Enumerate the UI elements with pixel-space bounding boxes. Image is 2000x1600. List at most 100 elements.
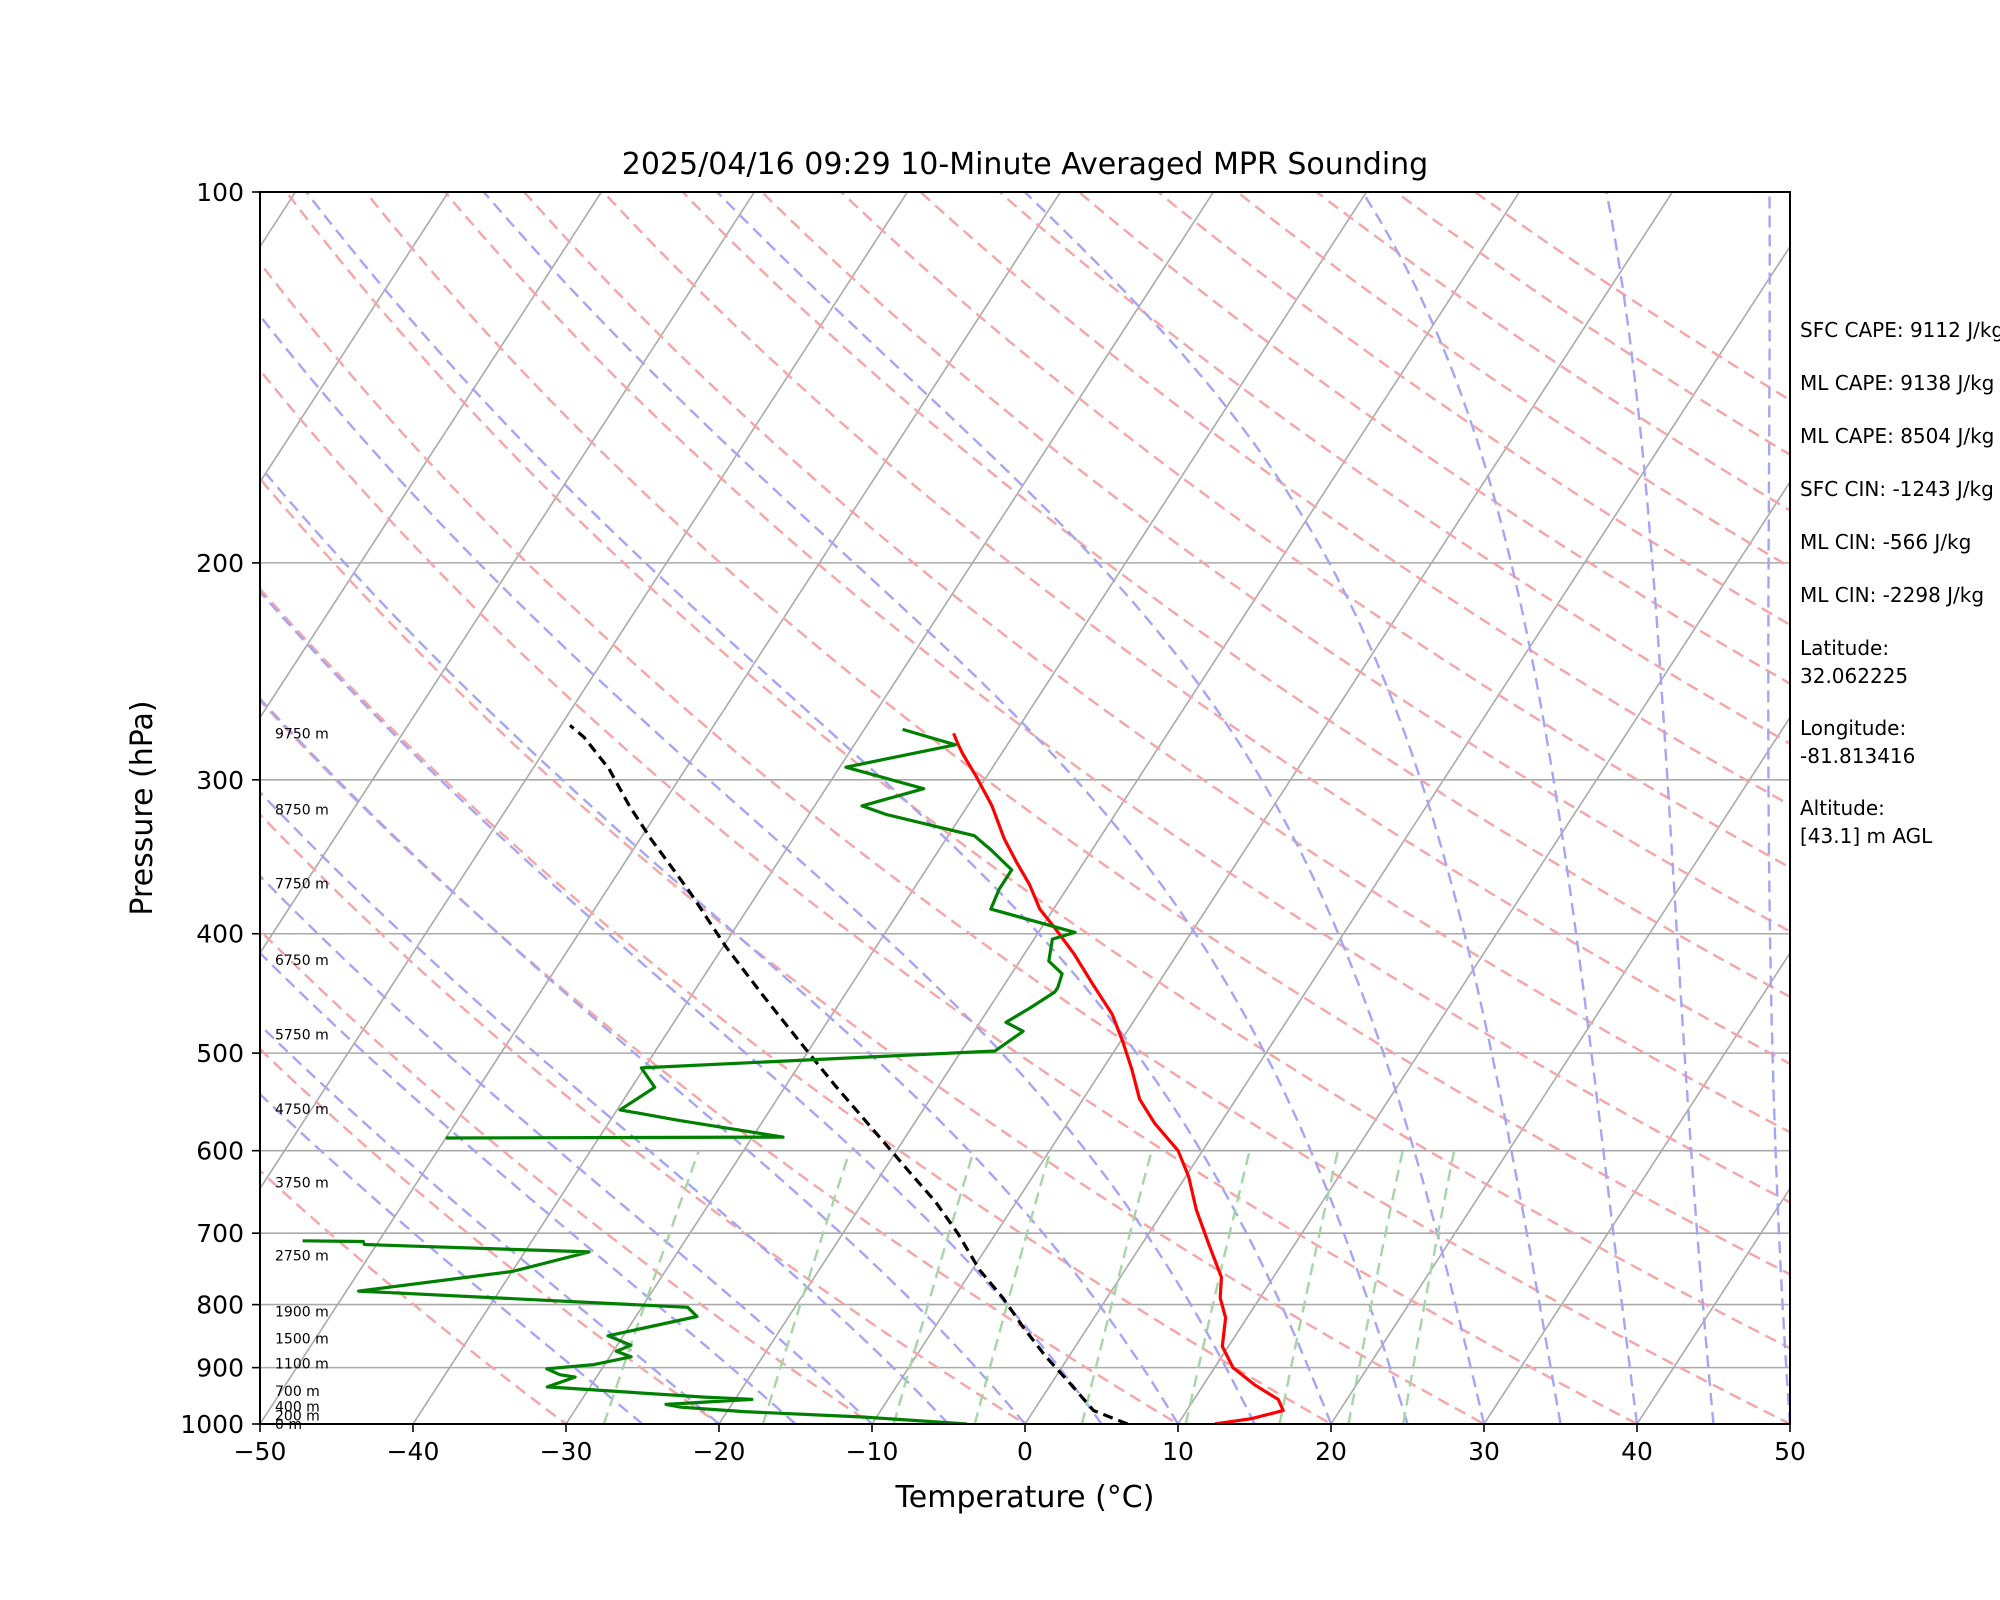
parameter-text: ML CAPE: 9138 J/kg xyxy=(1800,371,1994,395)
moist-adiabat-line xyxy=(305,192,1333,1424)
x-tick-label: 0 xyxy=(1017,1437,1033,1466)
height-label: 0 m xyxy=(275,1417,302,1433)
dry-adiabat-line xyxy=(260,368,1640,1424)
isotherm-line xyxy=(565,192,1368,1424)
dry-adiabat-line xyxy=(918,192,1790,807)
y-axis-ticks: 100 200 300 400 500 600 700 800 900 1000 xyxy=(180,178,260,1439)
moist-adiabat-line xyxy=(260,590,1103,1424)
isotherm-line xyxy=(260,192,450,484)
parameter-text: ML CIN: -2298 J/kg xyxy=(1800,583,1984,607)
x-tick-label: −30 xyxy=(540,1437,593,1466)
x-tick-label: −10 xyxy=(846,1437,899,1466)
y-tick-label: 300 xyxy=(196,766,244,795)
moist-adiabat-line xyxy=(260,313,1256,1424)
dewpoint-line-lower xyxy=(302,1239,968,1424)
isotherm-line xyxy=(260,192,756,955)
height-label: 1100 m xyxy=(275,1356,329,1372)
dry-adiabat-line xyxy=(364,192,1790,1276)
x-axis-ticks: −50 −40 −30 −20 −10 0 10 20 30 40 50 xyxy=(234,1424,1806,1466)
moist-adiabat-line xyxy=(1605,192,1715,1424)
height-label: 1900 m xyxy=(275,1304,329,1320)
moist-adiabat-line xyxy=(260,951,797,1424)
parameter-text: -81.813416 xyxy=(1800,744,1915,768)
dry-adiabat-line xyxy=(443,192,1790,1204)
isotherm-line xyxy=(260,192,603,719)
moist-adiabat-line xyxy=(482,192,1409,1424)
dry-adiabat-line xyxy=(284,192,1790,1350)
isotherm-line xyxy=(1330,716,1790,1424)
background-lines xyxy=(0,192,1790,1424)
height-label: 1500 m xyxy=(275,1331,329,1347)
height-label: 400 m xyxy=(275,1400,320,1416)
dry-adiabat-lines xyxy=(260,192,1790,1424)
mixing-ratio-line xyxy=(602,1150,700,1424)
isotherm-line xyxy=(871,192,1674,1424)
isotherm-line xyxy=(1636,1187,1790,1424)
dry-adiabat-line xyxy=(260,698,1181,1424)
isotherm-line xyxy=(1483,951,1790,1424)
y-tick-label: 600 xyxy=(196,1137,244,1166)
dry-adiabat-line xyxy=(601,192,1790,1066)
mixing-ratio-line xyxy=(1402,1150,1456,1424)
isotherm-line xyxy=(1024,245,1790,1424)
dry-adiabat-line xyxy=(522,192,1790,1134)
isotherm-line xyxy=(718,192,1521,1424)
dewpoint-line-upper xyxy=(445,727,1077,1140)
mixing-ratio-line xyxy=(892,1150,975,1424)
x-tick-label: 50 xyxy=(1774,1437,1806,1466)
parameter-text: Latitude: xyxy=(1800,636,1889,660)
y-tick-label: 200 xyxy=(196,549,244,578)
height-label: 8750 m xyxy=(275,802,329,818)
dry-adiabat-line xyxy=(260,477,1487,1424)
y-tick-label: 1000 xyxy=(180,1410,244,1439)
moist-adiabat-line xyxy=(260,1092,644,1424)
height-label: 3750 m xyxy=(275,1176,329,1192)
mixing-ratio-line xyxy=(1080,1150,1153,1424)
moist-adiabat-lines xyxy=(260,192,1790,1424)
y-tick-label: 800 xyxy=(196,1291,244,1320)
y-tick-label: 500 xyxy=(196,1039,244,1068)
isotherm-line xyxy=(0,192,142,1424)
dry-adiabat-line xyxy=(681,192,1790,999)
mixing-ratio-line xyxy=(1278,1150,1340,1424)
x-axis-label: Temperature (°C) xyxy=(895,1480,1155,1515)
height-label: 2750 m xyxy=(275,1249,329,1265)
height-label: 6750 m xyxy=(275,953,329,969)
temperature-line xyxy=(952,732,1285,1424)
x-tick-label: −50 xyxy=(234,1437,287,1466)
chart-title: 2025/04/16 09:29 10-Minute Averaged MPR … xyxy=(622,147,1428,182)
parameter-text: ML CAPE: 8504 J/kg xyxy=(1800,424,1994,448)
mixing-ratio-line xyxy=(761,1150,852,1424)
x-tick-label: 20 xyxy=(1315,1437,1347,1466)
height-labels: 9750 m 8750 m 7750 m 6750 m 5750 m 4750 m 3750… xyxy=(275,726,329,1433)
isotherm-line xyxy=(412,192,1215,1424)
moist-adiabat-line xyxy=(260,790,950,1424)
dry-adiabat-line xyxy=(760,192,1790,933)
height-label: 200 m xyxy=(275,1408,320,1424)
x-tick-label: 30 xyxy=(1468,1437,1500,1466)
dry-adiabat-line xyxy=(1393,192,1790,457)
height-label: 4750 m xyxy=(275,1102,329,1118)
moist-adiabat-line xyxy=(1767,192,1790,1424)
isotherm-line xyxy=(260,192,909,1190)
height-label: 7750 m xyxy=(275,876,329,892)
height-label: 700 m xyxy=(275,1384,320,1400)
moist-adiabat-line xyxy=(1361,192,1639,1424)
dry-adiabat-line xyxy=(260,261,1790,1424)
dry-adiabat-line xyxy=(839,192,1790,869)
mixing-ratio-line xyxy=(973,1150,1052,1424)
x-tick-label: −20 xyxy=(693,1437,746,1466)
sounding-parameters: SFC CAPE: 9112 J/kg ML CAPE: 9138 J/kg ML … xyxy=(1800,318,2000,848)
parameter-text: [43.1] m AGL xyxy=(1800,824,1933,848)
height-label: 9750 m xyxy=(275,726,329,742)
parameter-text: 32.062225 xyxy=(1800,664,1908,688)
parameter-text: SFC CAPE: 9112 J/kg xyxy=(1800,318,2000,342)
moist-adiabat-line xyxy=(1023,192,1562,1424)
x-tick-label: −40 xyxy=(387,1437,440,1466)
isotherm-line xyxy=(1177,480,1790,1424)
y-axis-label: Pressure (hPa) xyxy=(125,700,160,915)
mixing-ratio-line xyxy=(1347,1150,1404,1424)
dry-adiabat-line xyxy=(1235,192,1790,569)
isotherm-line xyxy=(260,192,1062,1424)
